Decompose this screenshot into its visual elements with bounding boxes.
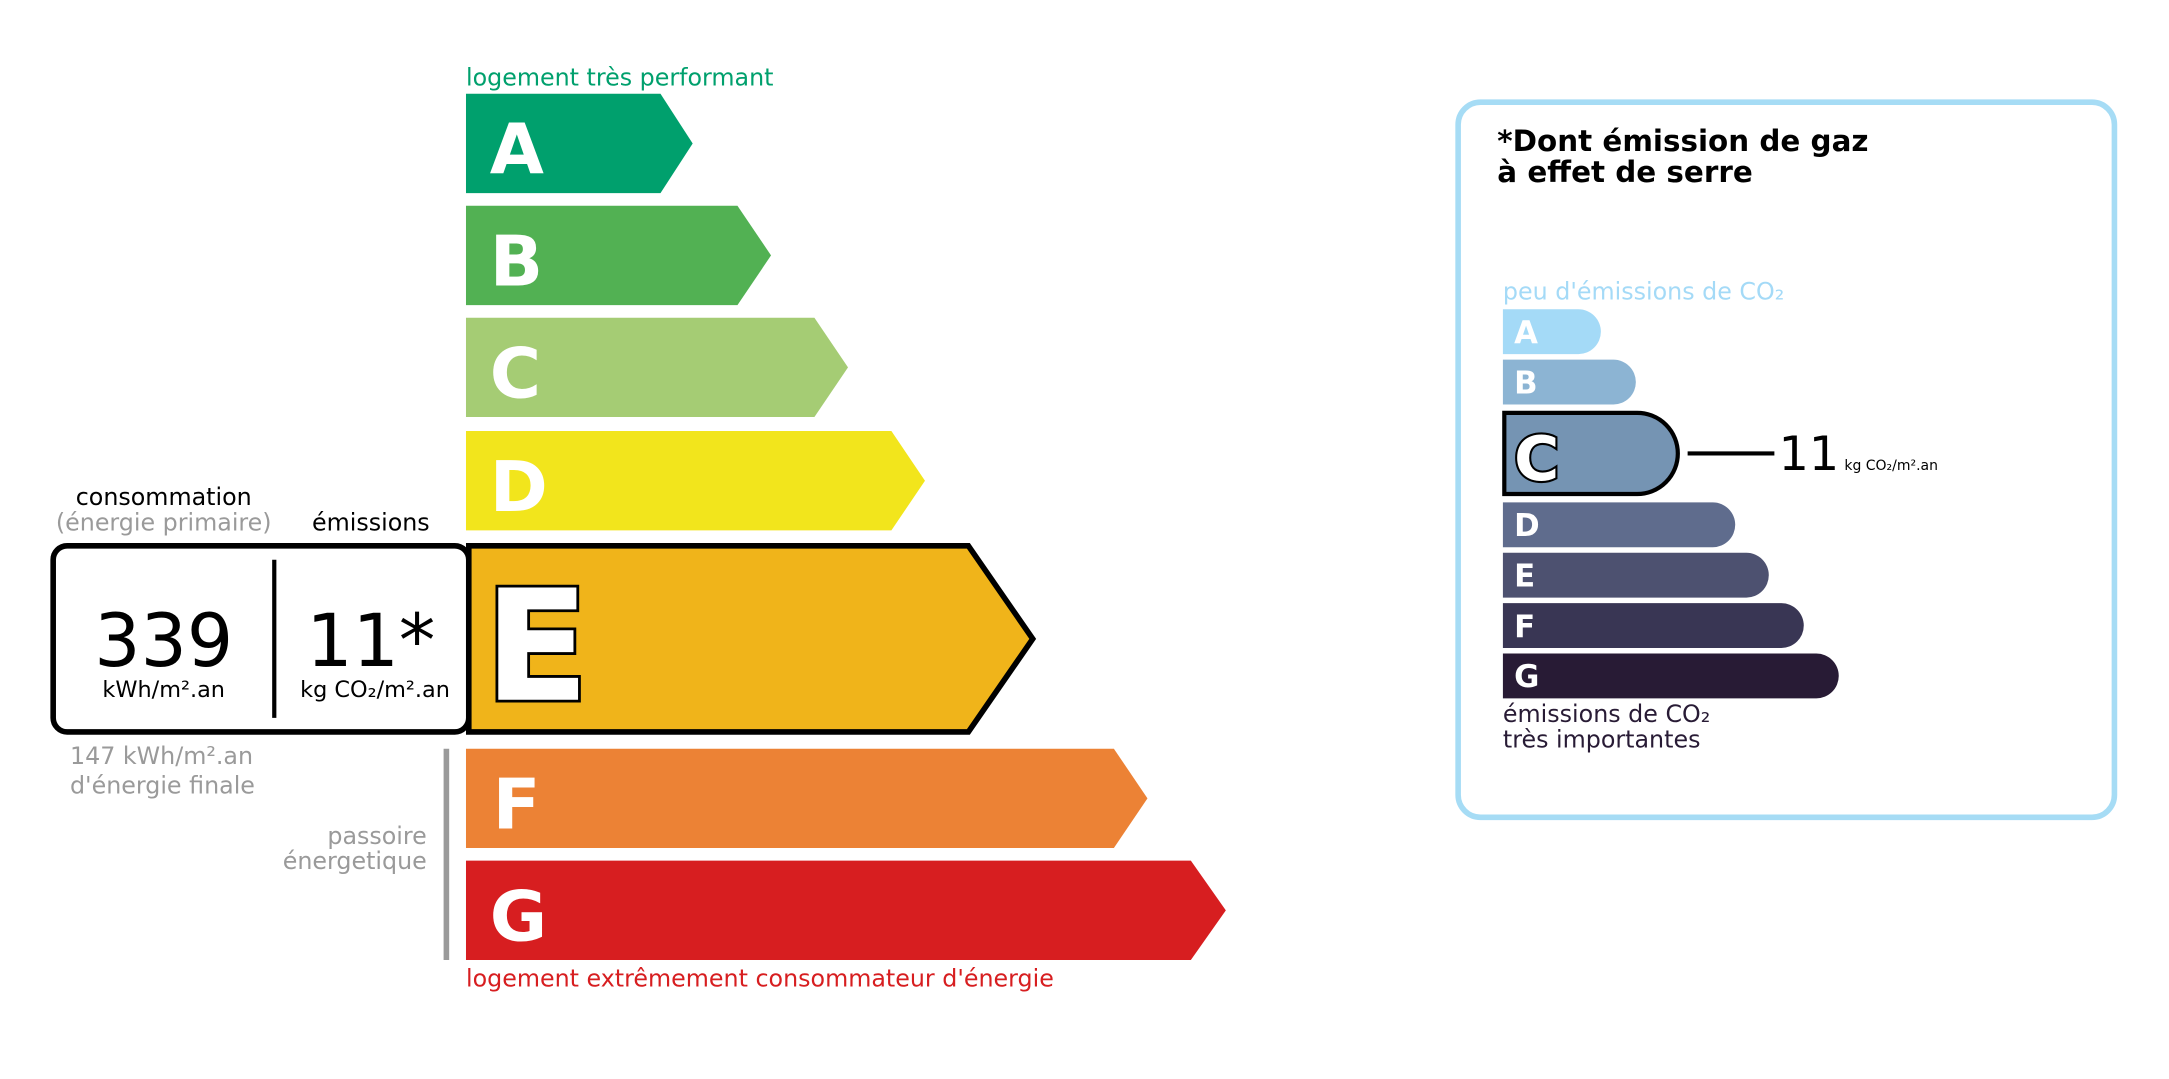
ges-panel: *Dont émission de gaz à effet de serre p… [1455,99,2118,821]
ges-class-a: A [1502,309,1601,355]
energy-class-a: A [465,93,693,194]
ges-class-g: G [1502,653,1839,699]
emissions-value: 11* [306,599,435,684]
final-energy-label: d'énergie finale [70,771,255,799]
ges-letter-c: C [1514,423,1559,495]
ges-class-e: E [1502,552,1769,598]
ges-value: 11 [1779,427,1840,482]
energy-bottom-label: logement extrêmement consommateur d'éner… [466,965,1054,993]
ges-class-b: B [1502,359,1636,405]
ges-title-line2: à effet de serre [1497,155,1752,189]
passoire-line1: passoire [327,822,426,850]
consumption-label: consommation [76,483,252,511]
energy-top-label: logement très performant [466,63,774,91]
energy-letter-c: C [490,333,541,414]
energy-class-c: C [465,317,849,418]
energy-letter-d: D [490,447,548,528]
energy-letter-f: F [493,764,541,845]
ges-current-class-c: C 11 kg CO₂/m².an [1502,410,1938,497]
emissions-unit: kg CO₂/m².an [300,677,450,703]
energy-letter-a: A [490,110,544,191]
ges-top-label: peu d'émissions de CO₂ [1503,278,1784,306]
passoire-line2: énergetique [283,847,427,875]
ges-letter-f: F [1514,609,1535,645]
ges-letter-g: G [1514,659,1539,695]
energy-class-b: B [465,205,772,306]
consumption-sublabel: (énergie primaire) [56,508,272,536]
ges-unit: kg CO₂/m².an [1844,458,1938,474]
energy-class-g: G [465,860,1226,961]
ges-title-line1: *Dont émission de gaz [1497,124,1868,158]
ges-class-f: F [1502,603,1804,648]
energy-class-d: D [465,431,925,531]
ges-class-d: D [1502,502,1736,548]
consumption-value: 339 [94,599,233,684]
ges-letter-b: B [1514,365,1537,401]
emissions-label: émissions [312,508,430,536]
consumption-unit: kWh/m².an [102,677,225,703]
ges-bottom-line1: émissions de CO₂ [1503,700,1710,728]
energy-class-f: F [465,748,1148,849]
energy-letter-b: B [490,222,543,303]
energy-letter-e: E [484,558,589,737]
energy-letter-g: G [490,876,547,957]
ges-letter-d: D [1514,508,1540,544]
final-energy-value: 147 kWh/m².an [70,742,253,770]
ges-letter-e: E [1514,558,1535,594]
energy-current-class-e: E 339 kWh/m².an 11* kg CO₂/m².an [50,542,1037,740]
ges-bottom-line2: très importantes [1503,725,1701,753]
ges-letter-a: A [1514,315,1538,351]
